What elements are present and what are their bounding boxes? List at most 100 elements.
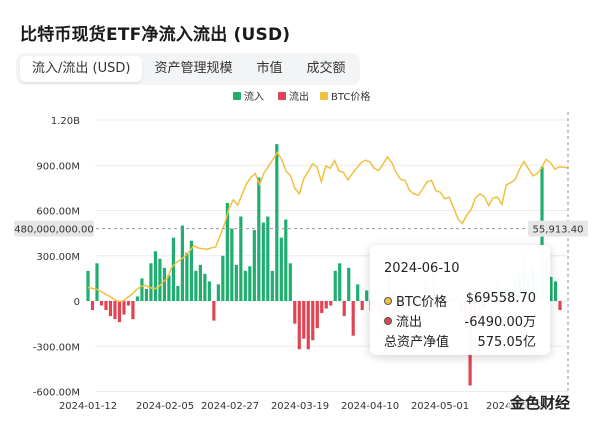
tooltip-outflow-value: -6490.00万 xyxy=(464,315,536,330)
tab-flows[interactable]: 流入/流出 (USD) xyxy=(20,56,143,82)
flow-bar xyxy=(270,270,274,301)
flow-bar xyxy=(198,264,202,301)
flow-bar xyxy=(248,266,252,301)
flow-bar xyxy=(180,225,184,301)
flow-bar xyxy=(243,270,247,301)
flow-bar xyxy=(333,270,337,301)
outflow-dot-icon xyxy=(384,317,392,325)
flow-bar xyxy=(230,228,234,301)
flow-bar xyxy=(338,263,342,301)
flow-bar xyxy=(324,301,328,309)
flow-bar xyxy=(185,252,189,301)
x-tick-label: 2024-02-27 xyxy=(201,401,259,412)
flow-bar xyxy=(225,202,229,301)
tab-bar: 流入/流出 (USD) 资产管理规模 市值 成交额 xyxy=(16,53,360,85)
flow-bar xyxy=(275,144,279,301)
flow-bar xyxy=(234,264,238,301)
tooltip-date: 2024-06-10 xyxy=(384,261,460,276)
flow-bar xyxy=(315,301,319,329)
flow-bar xyxy=(221,255,225,301)
crosshair-right-label-bg xyxy=(528,220,588,237)
legend-label-1: 流出 xyxy=(289,90,309,103)
tooltip-row-nav: 总资产净值 575.05亿 xyxy=(384,331,537,350)
tab-market-cap[interactable]: 市值 xyxy=(256,61,283,76)
tab-volume[interactable]: 成交额 xyxy=(306,61,346,76)
tooltip-outflow-label: 流出 xyxy=(396,315,423,330)
tooltip-nav-value: 575.05亿 xyxy=(477,335,537,350)
y-tick-label: 0 xyxy=(74,297,80,308)
flow-bar xyxy=(356,284,360,301)
flow-bar xyxy=(342,301,346,317)
flow-bar xyxy=(297,301,301,350)
flow-bar xyxy=(351,301,355,336)
flow-bar xyxy=(360,301,364,311)
flow-bar xyxy=(158,258,162,301)
flow-bar xyxy=(288,263,292,301)
flow-bar xyxy=(347,267,351,301)
flow-bar xyxy=(284,219,288,301)
legend-swatch-2 xyxy=(320,92,328,100)
flow-bar xyxy=(311,301,315,341)
flow-bar xyxy=(194,270,198,301)
flow-bar xyxy=(95,263,99,301)
tooltip-price-value: $69558.70 xyxy=(465,291,536,306)
x-tick-label: 2024-01-12 xyxy=(59,401,117,412)
tooltip-nav-label: 总资产净值 xyxy=(384,335,450,350)
flow-bar xyxy=(135,296,140,301)
x-tick-label: 2024-04-10 xyxy=(341,401,399,412)
btc-price-line xyxy=(87,151,569,303)
legend-swatch-1 xyxy=(278,92,286,100)
y-tick-label: 900.00M xyxy=(36,161,80,172)
flow-bar xyxy=(266,216,270,301)
flow-bar xyxy=(108,301,113,317)
y-tick-label: -300.00M xyxy=(33,342,80,353)
flow-bar xyxy=(126,301,131,306)
tab-aum[interactable]: 资产管理规模 xyxy=(154,61,233,76)
flow-bar xyxy=(99,301,104,306)
flow-bar xyxy=(140,278,144,301)
legend-label-2: BTC价格 xyxy=(331,90,370,103)
flow-bar xyxy=(302,301,306,339)
flow-bar xyxy=(293,301,297,324)
x-tick-label: 2024-02-05 xyxy=(136,401,194,412)
flow-bar xyxy=(149,263,153,301)
y-tick-label: 300.00M xyxy=(36,252,80,263)
flow-bar xyxy=(90,301,95,311)
flow-bar xyxy=(117,301,122,323)
flow-bar xyxy=(122,301,126,315)
flow-bar xyxy=(162,267,167,301)
x-tick-label: 2024-05-01 xyxy=(411,401,469,412)
legend-swatch-0 xyxy=(233,92,241,100)
crosshair-left-label: 480,000,000.00 xyxy=(14,225,94,236)
flow-bar xyxy=(365,290,369,301)
x-tick-label: 2024-03-19 xyxy=(271,401,329,412)
flow-bar xyxy=(131,301,135,320)
flow-bar xyxy=(549,276,553,301)
flow-bar xyxy=(558,301,562,311)
tooltip-row-outflow: 流出 -6490.00万 xyxy=(384,311,536,330)
flow-bar xyxy=(252,230,256,301)
flow-bar xyxy=(239,216,243,301)
flow-bar xyxy=(189,240,193,301)
legend-label-0: 流入 xyxy=(244,90,264,103)
flow-bar xyxy=(320,301,324,314)
flow-bar xyxy=(167,275,171,301)
y-tick-label: 1.20B xyxy=(51,116,80,127)
flow-bar xyxy=(212,301,216,321)
flow-bar xyxy=(104,301,108,311)
tooltip-price-label: BTC价格 xyxy=(396,295,448,310)
flow-bar xyxy=(329,301,333,306)
flow-bar xyxy=(207,281,211,301)
y-tick-label: 600.00M xyxy=(36,207,80,218)
flow-bar xyxy=(171,237,176,301)
chart-tooltip: 2024-06-10 BTC价格 $69558.70 流出 -6490.00万 … xyxy=(370,245,550,355)
flow-bar xyxy=(86,270,90,301)
flow-bar xyxy=(279,237,283,301)
tooltip-row-price: BTC价格 $69558.70 xyxy=(384,291,536,310)
crosshair-right-label: 55,913.40 xyxy=(533,225,584,236)
flow-bar xyxy=(216,284,220,301)
flow-bar xyxy=(144,288,149,301)
flow-bar xyxy=(176,285,180,301)
flow-bar xyxy=(306,301,310,350)
